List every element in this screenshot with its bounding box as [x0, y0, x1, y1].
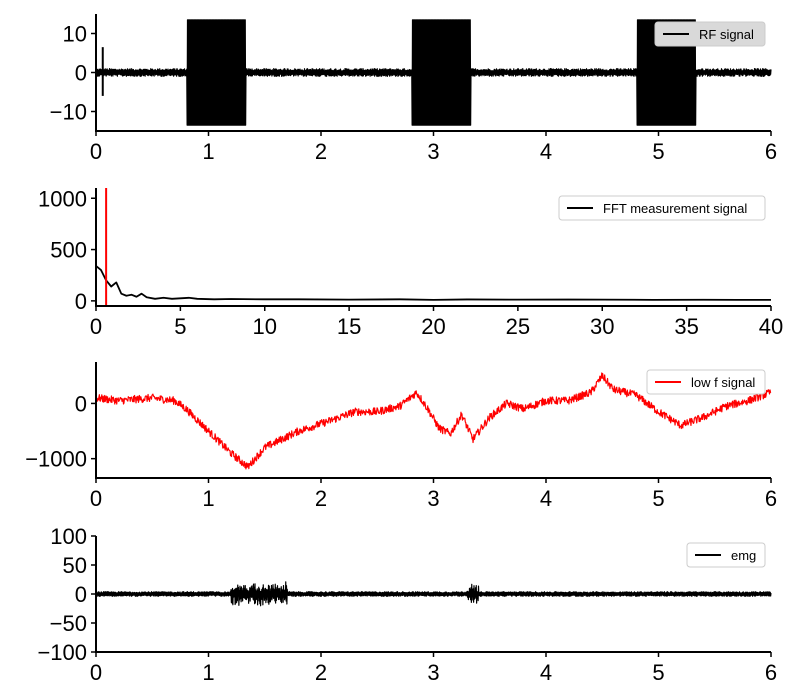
legend: emg	[686, 542, 766, 568]
x-tick-label: 4	[540, 660, 552, 685]
x-tick-label: 10	[253, 314, 277, 339]
y-tick-label: 0	[75, 391, 87, 416]
x-tick-label: 25	[506, 314, 530, 339]
legend: FFT measurement signal	[558, 195, 766, 221]
legend: low f signal	[646, 369, 766, 395]
legend: RF signal	[654, 21, 766, 47]
x-tick-label: 3	[427, 486, 439, 511]
x-tick-label: 1	[202, 139, 214, 164]
x-tick-label: 6	[765, 660, 777, 685]
x-tick-label: 0	[90, 660, 102, 685]
plot-area	[95, 188, 771, 306]
series-line-fft-measurement-signal	[95, 265, 771, 301]
series-line-emg	[95, 581, 772, 607]
y-tick-label: 1000	[38, 186, 87, 211]
x-tick-label: 6	[765, 139, 777, 164]
y-tick-label: 0	[75, 289, 87, 314]
y-tick-label: 100	[50, 524, 87, 549]
x-tick-label: 5	[174, 314, 186, 339]
x-tick-label: 5	[652, 139, 664, 164]
x-tick-label: 0	[90, 486, 102, 511]
x-tick-label: 15	[337, 314, 361, 339]
legend-label: RF signal	[699, 27, 754, 42]
x-tick-label: 0	[90, 314, 102, 339]
legend-box	[686, 542, 766, 568]
x-tick-label: 1	[202, 660, 214, 685]
series-line-low-f-signal	[95, 372, 772, 470]
plot-area	[95, 19, 772, 126]
y-tick-label: −100	[37, 640, 87, 665]
legend-label: FFT measurement signal	[603, 201, 747, 216]
legend-label: emg	[731, 548, 756, 563]
legend-box	[558, 195, 766, 221]
x-tick-label: 35	[674, 314, 698, 339]
y-tick-label: −1000	[25, 447, 87, 472]
x-tick-label: 30	[590, 314, 614, 339]
subplot-fft-measurement-signal: 0 5 10 15 20 25 30 35 40 0 500 1000 FFT measurement …	[38, 186, 783, 339]
x-tick-label: 2	[315, 660, 327, 685]
legend-box	[646, 369, 766, 395]
x-tick-label: 2	[315, 139, 327, 164]
y-tick-label: 10	[63, 22, 87, 47]
x-tick-label: 5	[652, 660, 664, 685]
series-line-rf-signal	[95, 19, 772, 126]
plot-area	[95, 581, 772, 607]
y-tick-label: 0	[75, 61, 87, 86]
x-tick-label: 0	[90, 139, 102, 164]
legend-label: low f signal	[691, 375, 755, 390]
legend-box	[654, 21, 766, 47]
x-tick-label: 20	[421, 314, 445, 339]
x-tick-label: 4	[540, 486, 552, 511]
plot-area	[95, 372, 772, 470]
x-tick-label: 4	[540, 139, 552, 164]
x-tick-label: 2	[315, 486, 327, 511]
x-tick-label: 3	[427, 660, 439, 685]
y-tick-label: −50	[50, 611, 87, 636]
x-tick-label: 5	[652, 486, 664, 511]
x-tick-label: 6	[765, 486, 777, 511]
y-tick-label: 50	[63, 553, 87, 578]
y-tick-label: 500	[50, 238, 87, 263]
x-tick-label: 1	[202, 486, 214, 511]
x-tick-label: 3	[427, 139, 439, 164]
y-tick-label: 0	[75, 582, 87, 607]
x-tick-label: 40	[759, 314, 783, 339]
y-tick-label: −10	[50, 100, 87, 125]
